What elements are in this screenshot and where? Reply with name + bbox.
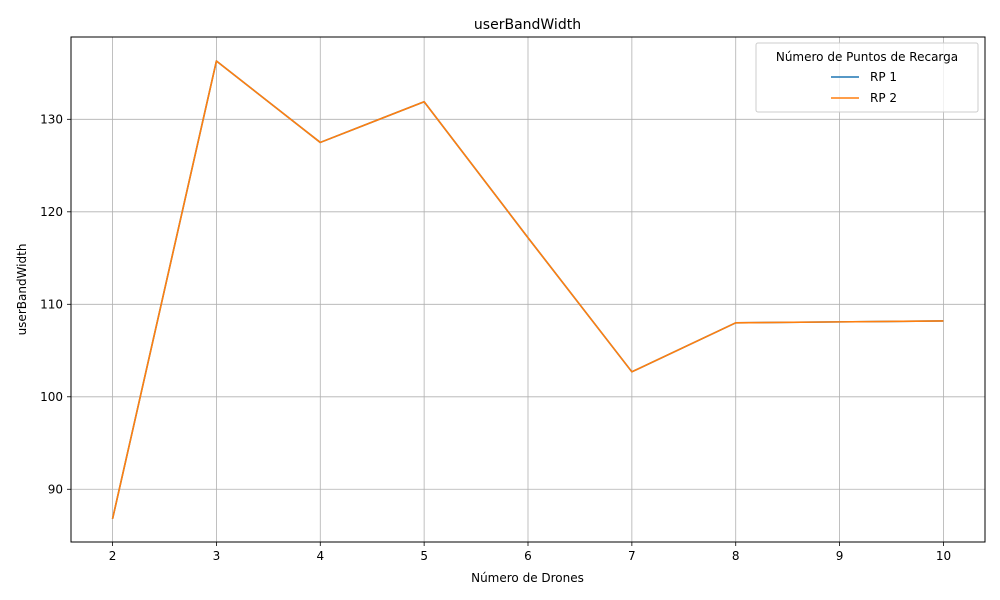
x-tick-label: 4: [316, 549, 324, 563]
legend-entries: RP 1 RP 2: [831, 70, 897, 105]
legend-label-2: RP 2: [870, 91, 897, 105]
x-tick-label: 9: [836, 549, 844, 563]
x-tick-label: 7: [628, 549, 636, 563]
legend-label-1: RP 1: [870, 70, 897, 84]
legend-title: Número de Puntos de Recarga: [776, 50, 958, 64]
y-tick-label: 90: [48, 482, 63, 496]
x-tick-label: 8: [732, 549, 740, 563]
grid-lines: [71, 37, 985, 542]
series-line-2: [111, 60, 944, 520]
y-axis-ticks: 90 100 110 120 130: [40, 112, 71, 496]
x-axis-ticks: 2 3 4 5 6 7 8 9 10: [109, 542, 951, 563]
x-tick-label: 2: [109, 549, 117, 563]
x-tick-label: 3: [213, 549, 221, 563]
x-tick-label: 10: [936, 549, 951, 563]
y-tick-label: 110: [40, 297, 63, 311]
y-tick-label: 130: [40, 112, 63, 126]
legend-box: [755, 42, 979, 113]
x-axis-label: Número de Drones: [471, 571, 584, 585]
y-tick-label: 120: [40, 205, 63, 219]
series-lines: [111, 60, 944, 520]
x-tick-label: 5: [420, 549, 428, 563]
y-tick-label: 100: [40, 390, 63, 404]
chart-title: userBandWidth: [474, 17, 581, 33]
x-tick-label: 6: [524, 549, 532, 563]
y-axis-label: userBandWidth: [15, 244, 29, 336]
legend: Número de Puntos de Recarga RP 1 RP 2: [755, 42, 979, 113]
